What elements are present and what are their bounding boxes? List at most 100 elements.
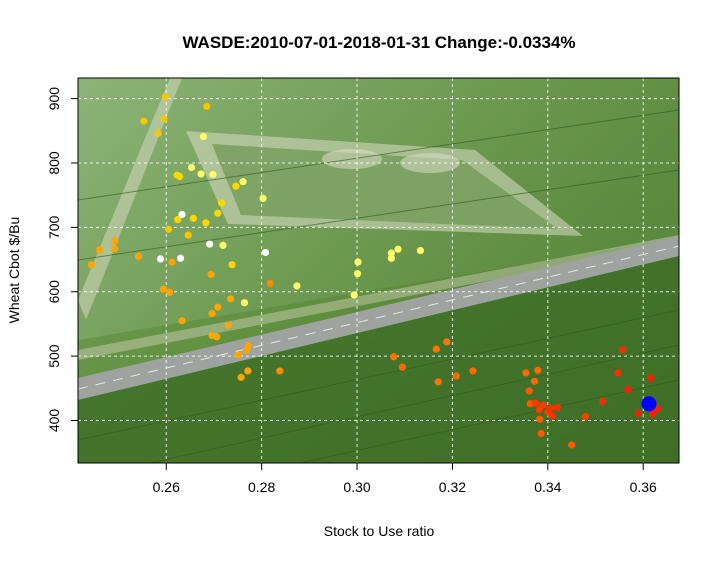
x-tick-label: 0.26 xyxy=(153,479,180,495)
data-point xyxy=(653,405,662,413)
tractor-tracks xyxy=(78,109,679,463)
data-point xyxy=(259,194,267,202)
data-point xyxy=(534,366,542,374)
crop-pattern-inner xyxy=(212,144,558,229)
data-point xyxy=(522,369,530,377)
x-tick-label: 0.28 xyxy=(248,479,275,495)
data-point xyxy=(219,241,227,249)
data-point xyxy=(525,387,533,395)
data-point xyxy=(209,170,217,179)
x-axis-label: Stock to Use ratio xyxy=(324,523,435,539)
data-point xyxy=(217,199,226,207)
data-point xyxy=(469,367,477,375)
data-point xyxy=(134,252,143,260)
data-point xyxy=(599,397,607,405)
data-point xyxy=(140,117,148,125)
data-point xyxy=(624,386,632,394)
y-axis-label: Wheat Cbot $/Bu xyxy=(6,217,22,324)
data-points xyxy=(87,93,662,449)
current-point xyxy=(641,396,657,412)
data-point xyxy=(208,310,216,318)
data-point xyxy=(240,299,249,307)
x-tick-label: 0.30 xyxy=(343,479,370,495)
data-point xyxy=(214,209,222,217)
data-point xyxy=(154,129,162,137)
data-point xyxy=(581,413,590,421)
data-point xyxy=(398,363,406,371)
data-point xyxy=(173,171,181,179)
x-tick-label: 0.32 xyxy=(439,479,466,495)
data-point xyxy=(535,405,543,414)
data-point xyxy=(178,210,186,219)
data-point xyxy=(197,170,205,178)
y-tick-label: 500 xyxy=(46,344,62,368)
data-point xyxy=(184,231,192,239)
data-point xyxy=(224,321,232,329)
plot-background xyxy=(78,78,679,463)
data-point xyxy=(526,400,534,408)
data-point xyxy=(530,377,539,385)
data-point xyxy=(202,219,210,227)
x-tick-label: 0.34 xyxy=(534,479,561,495)
field-path xyxy=(78,78,182,320)
data-point xyxy=(242,346,250,354)
data-point xyxy=(387,249,395,257)
data-point xyxy=(452,372,460,380)
data-point xyxy=(165,288,174,296)
data-point xyxy=(416,246,425,255)
data-point xyxy=(266,279,274,287)
data-point xyxy=(234,351,242,359)
data-point xyxy=(227,295,235,303)
data-point xyxy=(354,258,362,266)
data-point xyxy=(434,378,442,386)
data-point xyxy=(353,270,362,278)
data-point xyxy=(159,285,167,293)
chart-title: WASDE:2010-07-01-2018-01-31 Change:-0.03… xyxy=(182,33,575,52)
data-point xyxy=(553,404,561,412)
y-tick-label: 400 xyxy=(46,409,62,433)
data-point xyxy=(350,291,358,299)
data-point xyxy=(568,441,576,449)
data-point xyxy=(207,270,215,278)
y-tick-label: 600 xyxy=(46,280,62,304)
data-point xyxy=(160,114,168,123)
data-point xyxy=(537,429,545,437)
data-point xyxy=(189,214,198,222)
data-point xyxy=(111,237,119,245)
data-point xyxy=(168,258,176,266)
y-tick-label: 700 xyxy=(46,215,62,239)
data-point xyxy=(443,338,451,346)
crop-circle-right xyxy=(400,153,460,173)
data-point xyxy=(647,374,655,382)
data-point xyxy=(111,245,119,253)
y-tick-label: 800 xyxy=(46,151,62,175)
data-point xyxy=(214,303,222,311)
data-point xyxy=(546,404,554,412)
data-point xyxy=(239,178,247,186)
y-tick-label: 900 xyxy=(46,87,62,111)
road-marking xyxy=(78,245,679,390)
data-point xyxy=(261,248,270,257)
data-point xyxy=(187,163,196,172)
data-point xyxy=(390,353,398,361)
data-point xyxy=(536,415,544,423)
data-point xyxy=(432,345,440,353)
data-point xyxy=(178,317,186,325)
data-point xyxy=(203,102,211,110)
data-point xyxy=(619,346,627,354)
data-point xyxy=(87,261,95,269)
data-point xyxy=(244,367,252,375)
data-point xyxy=(394,245,402,253)
data-point xyxy=(156,255,165,263)
data-point xyxy=(206,240,214,248)
data-point xyxy=(387,254,395,262)
x-axis: 0.26 0.28 0.30 0.32 0.34 0.36 xyxy=(153,462,657,495)
data-point xyxy=(614,369,622,377)
data-point xyxy=(228,261,236,269)
data-point xyxy=(237,373,245,381)
lower-field xyxy=(78,256,679,463)
data-point xyxy=(95,246,104,254)
x-tick-label: 0.36 xyxy=(630,479,657,495)
data-point xyxy=(232,182,240,190)
